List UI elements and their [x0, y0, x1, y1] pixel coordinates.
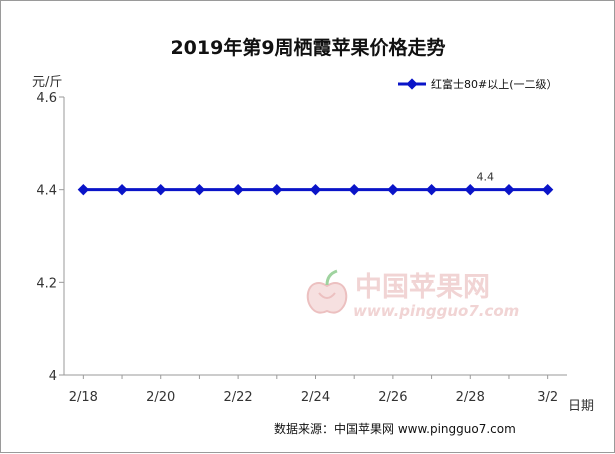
data-label: 4.4 [477, 171, 495, 184]
x-ticks: 2/18 2/20 2/22 2/24 2/26 2/28 3/2 [69, 375, 558, 405]
apple-logo-icon [306, 269, 348, 314]
legend-series-label: 红富士80#以上(一二级） [431, 77, 558, 91]
data-point-marker [193, 184, 206, 196]
y-axis-label: 元/斤 [32, 75, 62, 90]
data-point-marker [425, 184, 438, 196]
y-tick-label: 4 [49, 369, 57, 384]
x-tick-label: 2/24 [301, 390, 330, 405]
x-tick-label: 3/2 [537, 390, 558, 405]
data-point-marker [232, 184, 244, 196]
watermark-name: 中国苹果网 [355, 272, 490, 303]
data-point-marker [77, 184, 90, 196]
watermark-url: www.pingguo7.com [353, 302, 519, 320]
watermark: 中国苹果网 www.pingguo7.com [306, 269, 519, 320]
y-ticks: 4.6 4.4 4.2 4 [36, 91, 64, 384]
data-source: 数据来源：中国苹果网 www.pingguo7.com [274, 421, 516, 436]
legend: 红富士80#以上(一二级） [398, 77, 558, 91]
y-tick-label: 4.2 [36, 276, 57, 291]
y-tick-label: 4.6 [36, 91, 57, 106]
legend-series-marker [406, 78, 418, 90]
series-layer: 4.4 [77, 171, 554, 196]
data-point-marker [348, 184, 360, 196]
x-tick-label: 2/28 [456, 390, 485, 405]
data-point-marker [271, 184, 283, 196]
x-tick-label: 2/18 [69, 390, 98, 405]
data-point-marker [464, 184, 476, 196]
x-tick-label: 2/26 [378, 390, 407, 405]
data-point-marker [541, 184, 554, 196]
data-point-marker [155, 184, 167, 196]
data-point-marker [503, 184, 515, 196]
chart-title: 2019年第9周栖霞苹果价格走势 [170, 36, 445, 59]
x-axis-label: 日期 [568, 399, 594, 414]
data-point-marker [309, 184, 322, 196]
x-tick-label: 2/20 [146, 390, 175, 405]
data-point-marker [387, 184, 399, 196]
y-tick-label: 4.4 [36, 184, 57, 199]
x-tick-label: 2/22 [224, 390, 253, 405]
data-point-marker [116, 184, 128, 196]
